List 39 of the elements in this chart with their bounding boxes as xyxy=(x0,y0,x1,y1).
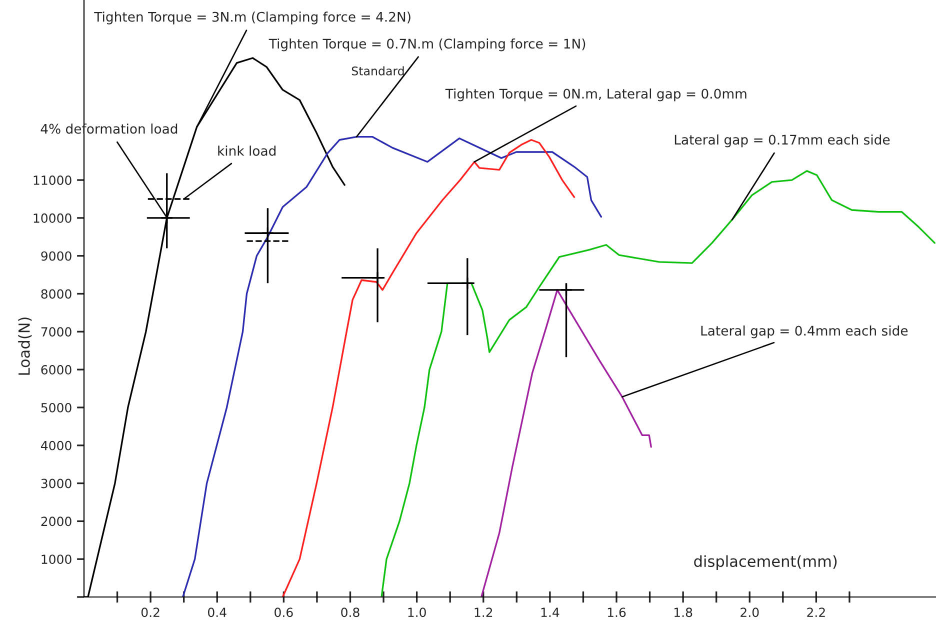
y-tick-label: 2000 xyxy=(41,516,72,526)
x-tick-label: 1.2 xyxy=(474,608,492,617)
y-axis-title: Load(N) xyxy=(18,318,32,375)
annotation: Lateral gap = 0.4mm each side xyxy=(701,325,908,338)
x-tick-label: 1.8 xyxy=(674,608,692,618)
point xyxy=(160,212,174,224)
point xyxy=(261,226,274,240)
point xyxy=(461,276,474,290)
annotation: Tighten Torque = 0N.m, Lateral gap = 0.0mm xyxy=(445,88,746,102)
y-tick-label: 8000 xyxy=(41,289,72,299)
point xyxy=(371,271,384,284)
y-tick-label: 1000 xyxy=(42,554,72,564)
annotation: Tighten Torque = 3N.m (Clamping force = 4.2N) xyxy=(94,12,410,24)
y-tick-label: 5000 xyxy=(41,402,72,412)
annotation: Lateral gap = 0.17mm each side xyxy=(674,134,890,148)
x-tick-label: 1.6 xyxy=(608,608,626,618)
x-axis-title: displacement(mm) xyxy=(694,555,837,570)
y-tick-label: 11000 xyxy=(34,176,72,185)
line-series xyxy=(380,170,936,597)
y-tick-label: 9000 xyxy=(41,251,72,261)
y-tick-label: 6000 xyxy=(41,365,72,374)
x-tick-label: 2.2 xyxy=(807,608,825,617)
x-tick-label: 0.2 xyxy=(141,608,160,618)
x-tick-label: 1.0 xyxy=(408,608,426,618)
x-tick-label: 1.4 xyxy=(541,608,560,617)
annotation: kink load xyxy=(218,146,276,156)
x-tick-label: 2.0 xyxy=(740,608,759,618)
line-series xyxy=(282,139,576,597)
x-tick-label: 0.6 xyxy=(274,608,293,618)
y-tick-label: 10000 xyxy=(34,213,72,223)
annotation: Tighten Torque = 0.7N.m (Clamping force = 1N) xyxy=(268,38,586,52)
y-tick-label: 4000 xyxy=(40,440,72,450)
x-tick-label: 0.4 xyxy=(208,608,226,618)
annotation: Standard xyxy=(352,66,404,76)
y-tick-label: 7000 xyxy=(41,327,72,337)
line-series xyxy=(182,136,602,597)
line-series xyxy=(480,289,652,597)
x-tick-label: 0.8 xyxy=(341,608,360,618)
y-tick-label: 3000 xyxy=(41,478,72,488)
